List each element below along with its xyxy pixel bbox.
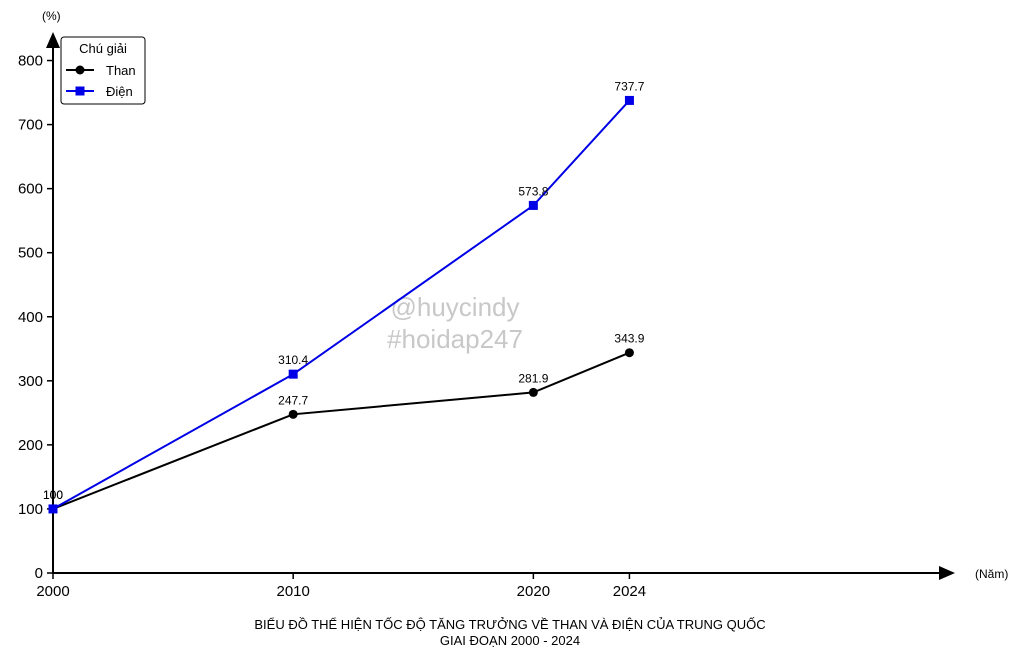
y-tick-label: 400 [18, 309, 43, 326]
watermark-text: #hoidap247 [387, 324, 523, 354]
y-ticks: 0 100 200 300 400 500 600 700 800 [18, 53, 53, 582]
data-point [528, 200, 538, 210]
x-unit-label: (Năm) [975, 567, 1008, 581]
y-unit-label: (%) [42, 9, 61, 23]
watermark: @huycindy#hoidap247 [387, 292, 523, 354]
x-ticks: 2000 2010 2020 2024 [36, 573, 646, 600]
watermark-text: @huycindy [390, 292, 519, 322]
y-tick-label: 500 [18, 245, 43, 262]
legend-marker [75, 86, 85, 96]
chart-title-line: GIAI ĐOẠN 2000 - 2024 [440, 633, 580, 648]
data-point [48, 504, 58, 514]
x-tick-label: 2000 [36, 583, 69, 600]
x-tick-label: 2024 [613, 583, 646, 600]
data-point [624, 348, 634, 358]
data-point [624, 95, 634, 105]
data-label: 100 [43, 488, 63, 502]
data-label: 573.8 [518, 184, 548, 198]
x-tick-label: 2010 [276, 583, 309, 600]
x-tick-label: 2020 [517, 583, 550, 600]
y-tick-label: 800 [18, 53, 43, 70]
legend-label: Điện [106, 84, 133, 99]
x-axis-arrow [939, 566, 955, 580]
series-Điện: 100 310.4 573.8 737.7 [43, 79, 645, 514]
y-tick-label: 700 [18, 117, 43, 134]
y-tick-label: 200 [18, 437, 43, 454]
data-point [288, 369, 298, 379]
legend-marker [75, 65, 85, 75]
series-line [52, 99, 631, 510]
chart-title-line: BIỂU ĐỒ THỂ HIỆN TỐC ĐỘ TĂNG TRƯỞNG VỀ T… [254, 617, 765, 632]
data-label: 737.7 [614, 79, 644, 93]
legend-title: Chú giải [79, 41, 127, 56]
data-point [288, 409, 298, 419]
y-tick-label: 0 [35, 565, 43, 582]
y-tick-label: 300 [18, 373, 43, 390]
data-label: 310.4 [278, 353, 308, 367]
data-label: 281.9 [518, 371, 548, 385]
series-Than: 100 247.7 281.9 343.9 [43, 332, 645, 514]
y-tick-label: 600 [18, 181, 43, 198]
axes [46, 32, 955, 580]
data-point [528, 387, 538, 397]
legend-label: Than [106, 63, 136, 78]
chart-title: BIỂU ĐỒ THỂ HIỆN TỐC ĐỘ TĂNG TRƯỞNG VỀ T… [254, 617, 765, 648]
series-line [52, 351, 630, 510]
y-axis-arrow [46, 32, 60, 48]
data-label: 100 [43, 488, 63, 502]
data-label: 343.9 [614, 332, 644, 346]
data-label: 247.7 [278, 393, 308, 407]
legend: Chú giải Than Điện [60, 36, 146, 105]
y-tick-label: 100 [18, 501, 43, 518]
